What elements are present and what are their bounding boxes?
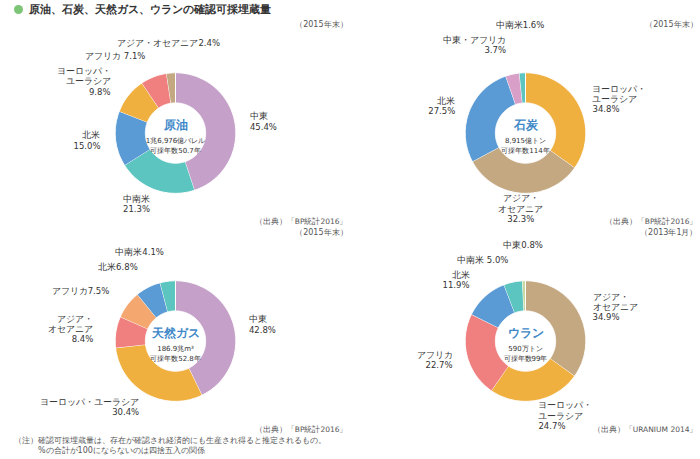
- svg-text:アジア・オセアニア32.3%: アジア・オセアニア32.3%: [498, 193, 543, 223]
- svg-text:中南米21.3%: 中南米21.3%: [123, 194, 150, 214]
- svg-text:（2015年末）: （2015年末）: [295, 20, 347, 29]
- svg-text:アジア・オセアニア34.9%: アジア・オセアニア34.9%: [593, 292, 638, 322]
- svg-text:中東・アフリカ3.7%: 中東・アフリカ3.7%: [443, 35, 506, 55]
- svg-text:天然ガス: 天然ガス: [151, 326, 200, 340]
- svg-text:（2015年末）: （2015年末）: [295, 228, 347, 237]
- svg-text:アフリカ 7.1%: アフリカ 7.1%: [85, 51, 145, 61]
- svg-text:ヨーロッパ・ユーラシア9.8%: ヨーロッパ・ユーラシア9.8%: [57, 66, 111, 96]
- svg-text:（2013年1月）: （2013年1月）: [640, 228, 697, 237]
- svg-text:中東42.8%: 中東42.8%: [249, 314, 276, 334]
- svg-text:北米11.9%: 北米11.9%: [442, 270, 469, 290]
- svg-text:アフリカ7.5%: アフリカ7.5%: [52, 286, 110, 296]
- svg-text:（出典）「BP統計2016」: （出典）「BP統計2016」: [605, 217, 698, 226]
- svg-text:石炭: 石炭: [513, 118, 539, 132]
- svg-text:中東45.4%: 中東45.4%: [250, 111, 277, 131]
- svg-text:アジア・オセアニア2.4%: アジア・オセアニア2.4%: [117, 38, 220, 48]
- svg-text:アフリカ22.7%: アフリカ22.7%: [417, 350, 453, 370]
- html-text:原油、石炭、天然ガス、ウランの確認可採埋蔵量: 原油、石炭、天然ガス、ウランの確認可採埋蔵量: [29, 2, 271, 16]
- svg-text:北米15.0%: 北米15.0%: [73, 130, 100, 150]
- svg-text:中南米4.1%: 中南米4.1%: [115, 247, 164, 257]
- svg-text:8,915億トン可採年数114年: 8,915億トン可採年数114年: [501, 137, 549, 154]
- svg-text:（出典）「URANIUM 2014」: （出典）「URANIUM 2014」: [593, 425, 698, 434]
- svg-text:ヨーロッパ・ユーラシア34.8%: ヨーロッパ・ユーラシア34.8%: [592, 84, 646, 114]
- svg-text:原油: 原油: [163, 118, 188, 132]
- svg-text:北米6.8%: 北米6.8%: [98, 262, 138, 272]
- svg-text:186.9兆m³可採年数52.8年: 186.9兆m³可採年数52.8年: [150, 345, 201, 362]
- svg-text:（2015年末）: （2015年末）: [645, 20, 697, 29]
- svg-text:1兆6,976億バレル可採年数50.7年: 1兆6,976億バレル可採年数50.7年: [146, 137, 206, 154]
- html-text:%の合計が100にならないのは四捨五入の関係: %の合計が100にならないのは四捨五入の関係: [14, 446, 205, 455]
- svg-text:アジア・オセアニア8.4%: アジア・オセアニア8.4%: [48, 314, 93, 344]
- svg-text:中南米 5.0%: 中南米 5.0%: [457, 255, 508, 265]
- svg-text:中東0.8%: 中東0.8%: [503, 240, 543, 250]
- svg-text:（出典）「BP統計2016」: （出典）「BP統計2016」: [255, 425, 348, 434]
- svg-text:ヨーロッパ・ユーラシア30.4%: ヨーロッパ・ユーラシア30.4%: [40, 397, 139, 417]
- html-text:（注）確認可採埋蔵量は、存在が確認され経済的にも生産され得る: （注）確認可採埋蔵量は、存在が確認され経済的にも生産され得ると推定されるもの。: [14, 436, 326, 445]
- svg-text:ウラン: ウラン: [508, 326, 544, 340]
- svg-text:中南米1.6%: 中南米1.6%: [496, 20, 545, 30]
- svg-text:北米27.5%: 北米27.5%: [428, 96, 455, 116]
- svg-text:（出典）「BP統計2016」: （出典）「BP統計2016」: [255, 217, 348, 226]
- svg-text:ヨーロッパ・ユーラシア24.7%: ヨーロッパ・ユーラシア24.7%: [538, 400, 592, 430]
- svg-text:590万トン可採年数99年: 590万トン可採年数99年: [504, 345, 548, 362]
